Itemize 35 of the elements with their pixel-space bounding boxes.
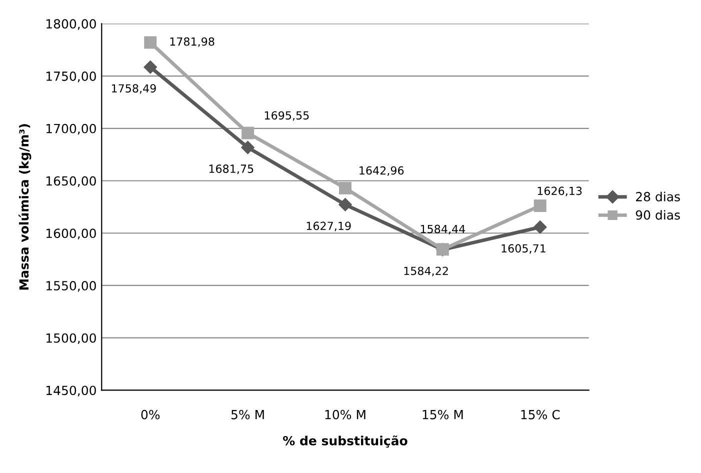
point	[242, 126, 254, 140]
x-tick-label: 15% M	[422, 410, 463, 420]
y-tick-label: 1750,00	[46, 71, 96, 82]
y-tick-label: 1700,00	[46, 124, 96, 135]
data-label: 1695,55	[264, 111, 309, 121]
legend-label: 90 dias	[636, 210, 680, 220]
data-label: 1626,13	[538, 186, 582, 196]
y-tick-label: 1800,00	[46, 19, 96, 30]
point	[534, 220, 547, 234]
y-tick-label: 1500,00	[46, 333, 96, 344]
y-axis-title: Massa volúmica (kg/m³)	[18, 124, 32, 290]
legend-label: 28 dias	[636, 192, 680, 202]
x-tick-label: 10% M	[325, 410, 366, 420]
data-label: 1584,44	[420, 224, 466, 234]
point	[241, 140, 254, 154]
data-label: 1605,71	[502, 244, 546, 254]
data-label: 1681,75	[209, 164, 254, 174]
x-tick-label: 5% M	[231, 410, 264, 420]
data-label: 1584,22	[404, 266, 448, 276]
y-tick-label: 1450,00	[46, 386, 96, 396]
point	[534, 200, 546, 212]
point	[144, 36, 157, 49]
x-axis-title: % de substituição	[283, 436, 408, 448]
point	[338, 182, 352, 194]
x-tick-label: 0%	[141, 410, 160, 420]
data-label: 1642,96	[360, 166, 404, 176]
y-tick-label: 1600,00	[46, 228, 96, 240]
data-label: 1781,98	[170, 37, 214, 47]
data-label: 1758,49	[112, 84, 156, 94]
point	[144, 60, 157, 74]
x-tick-label: 15% C	[521, 410, 560, 420]
point	[338, 198, 352, 212]
y-tick-label: 1550,00	[46, 280, 96, 292]
data-label: 1627,19	[306, 222, 351, 232]
y-tick-label: 1650,00	[46, 176, 96, 187]
